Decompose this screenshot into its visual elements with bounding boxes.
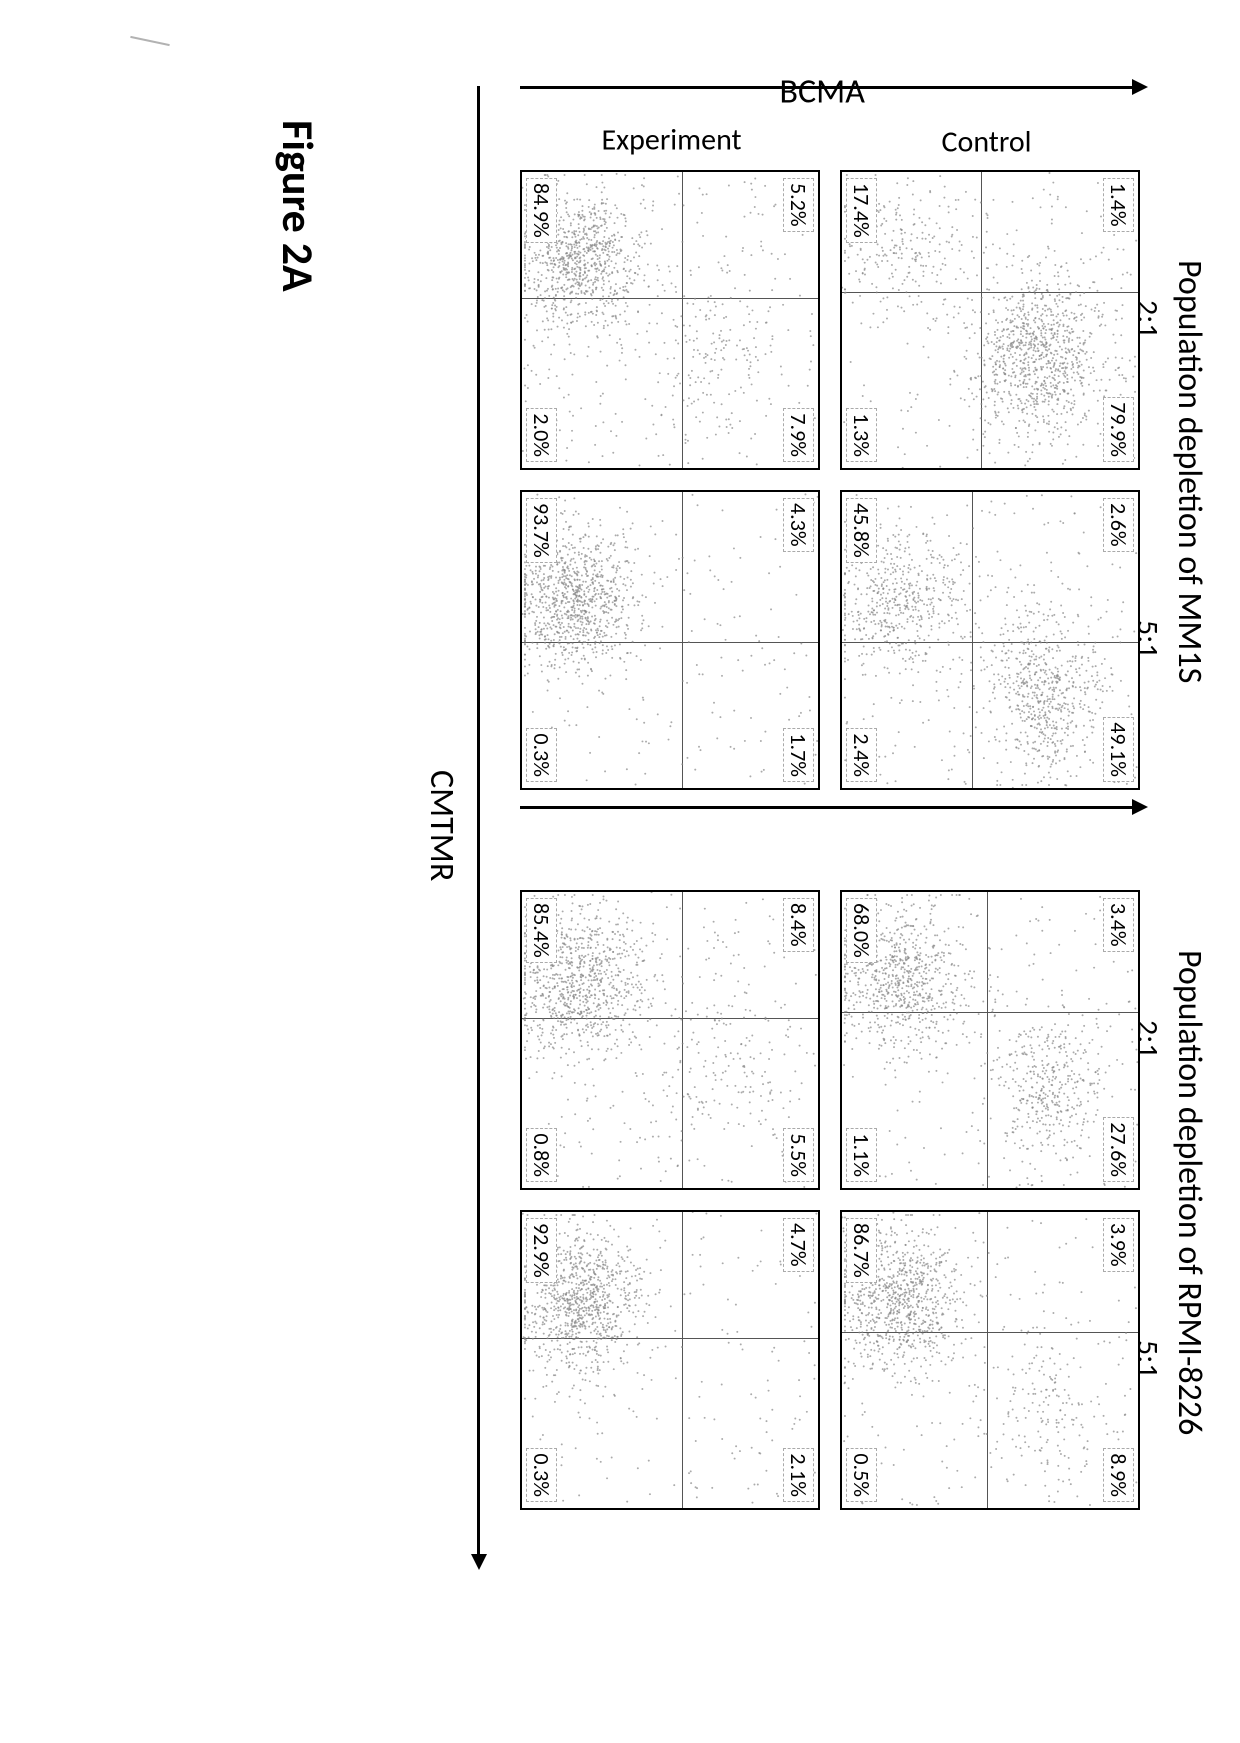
quadrant-percent-label: 2.0% bbox=[526, 408, 557, 462]
quadrant-percent-label: 8.9% bbox=[1103, 1448, 1134, 1502]
quadrant-percent-label: 93.7% bbox=[526, 498, 557, 563]
scatter-dots bbox=[842, 492, 1138, 788]
row-title-control: Control bbox=[942, 124, 1022, 161]
y-axis-arrow-left bbox=[1132, 79, 1148, 95]
quadrant-percent-label: 5.2% bbox=[783, 178, 814, 232]
quadrant-percent-label: 1.4% bbox=[1103, 178, 1134, 232]
quadrant-percent-label: 1.1% bbox=[846, 1128, 877, 1182]
y-axis-label: BCMA bbox=[780, 72, 860, 113]
quadrant-percent-label: 85.4% bbox=[526, 898, 557, 963]
quadrant-percent-label: 27.6% bbox=[1103, 1117, 1134, 1182]
quadrant-percent-label: 17.4% bbox=[846, 178, 877, 243]
x-axis-arrow bbox=[471, 1554, 487, 1570]
quadrant-percent-label: 1.7% bbox=[783, 728, 814, 782]
scatter-dots bbox=[842, 892, 1138, 1188]
quadrant-percent-label: 0.8% bbox=[526, 1128, 557, 1182]
quadrant-percent-label: 49.1% bbox=[1103, 717, 1134, 782]
scatter-plot: 3.9% 8.9% 86.7% 0.5% bbox=[840, 1210, 1140, 1510]
scatter-dots bbox=[842, 1212, 1138, 1508]
scatter-plot: 1.4% 79.9% 17.4% 1.3% bbox=[840, 170, 1140, 470]
y-axis-line-right bbox=[520, 806, 1134, 809]
quadrant-percent-label: 4.3% bbox=[783, 498, 814, 552]
quadrant-percent-label: 92.9% bbox=[526, 1218, 557, 1283]
rotated-figure-canvas: Population depletion of MM1S Population … bbox=[0, 0, 1240, 1743]
scatter-dots bbox=[842, 172, 1138, 468]
scatter-plot: 4.7% 2.1% 92.9% 0.3% bbox=[520, 1210, 820, 1510]
quadrant-percent-label: 2.6% bbox=[1103, 498, 1134, 552]
quadrant-percent-label: 5.5% bbox=[783, 1128, 814, 1182]
scatter-plot: 8.4% 5.5% 85.4% 0.8% bbox=[520, 890, 820, 1190]
scatter-plot: 2.6% 49.1% 45.8% 2.4% bbox=[840, 490, 1140, 790]
quadrant-percent-label: 7.9% bbox=[783, 408, 814, 462]
quadrant-percent-label: 0.3% bbox=[526, 1448, 557, 1502]
scatter-dots bbox=[522, 1212, 818, 1508]
quadrant-percent-label: 79.9% bbox=[1103, 397, 1134, 462]
scatter-plot: 4.3% 1.7% 93.7% 0.3% bbox=[520, 490, 820, 790]
quadrant-percent-label: 86.7% bbox=[846, 1218, 877, 1283]
scatter-dots bbox=[522, 492, 818, 788]
quadrant-percent-label: 68.0% bbox=[846, 898, 877, 963]
quadrant-percent-label: 0.3% bbox=[526, 728, 557, 782]
quadrant-percent-label: 8.4% bbox=[783, 898, 814, 952]
scatter-plot: 5.2% 7.9% 84.9% 2.0% bbox=[520, 170, 820, 470]
quadrant-percent-label: 84.9% bbox=[526, 178, 557, 243]
page: Population depletion of MM1S Population … bbox=[0, 0, 1240, 1743]
quadrant-percent-label: 2.4% bbox=[846, 728, 877, 782]
quadrant-percent-label: 3.9% bbox=[1103, 1218, 1134, 1272]
scatter-plot: 3.4% 27.6% 68.0% 1.1% bbox=[840, 890, 1140, 1190]
quadrant-percent-label: 45.8% bbox=[846, 498, 877, 563]
figure-label: Figure 2A bbox=[271, 120, 325, 292]
quadrant-percent-label: 2.1% bbox=[783, 1448, 814, 1502]
scan-artifact bbox=[130, 36, 170, 46]
y-axis-line-left bbox=[520, 86, 1134, 89]
scatter-dots bbox=[522, 172, 818, 468]
x-axis-label: CMTMR bbox=[421, 770, 462, 881]
quadrant-percent-label: 0.5% bbox=[846, 1448, 877, 1502]
x-axis-line bbox=[477, 86, 480, 1556]
quadrant-percent-label: 4.7% bbox=[783, 1218, 814, 1272]
quadrant-percent-label: 1.3% bbox=[846, 408, 877, 462]
y-axis-arrow-right bbox=[1132, 799, 1148, 815]
group-title-rpmi: Population depletion of RPMI-8226 bbox=[1169, 950, 1210, 1435]
row-title-experiment: Experiment bbox=[602, 122, 722, 159]
group-title-mm1s: Population depletion of MM1S bbox=[1169, 260, 1210, 683]
scatter-dots bbox=[522, 892, 818, 1188]
quadrant-percent-label: 3.4% bbox=[1103, 898, 1134, 952]
